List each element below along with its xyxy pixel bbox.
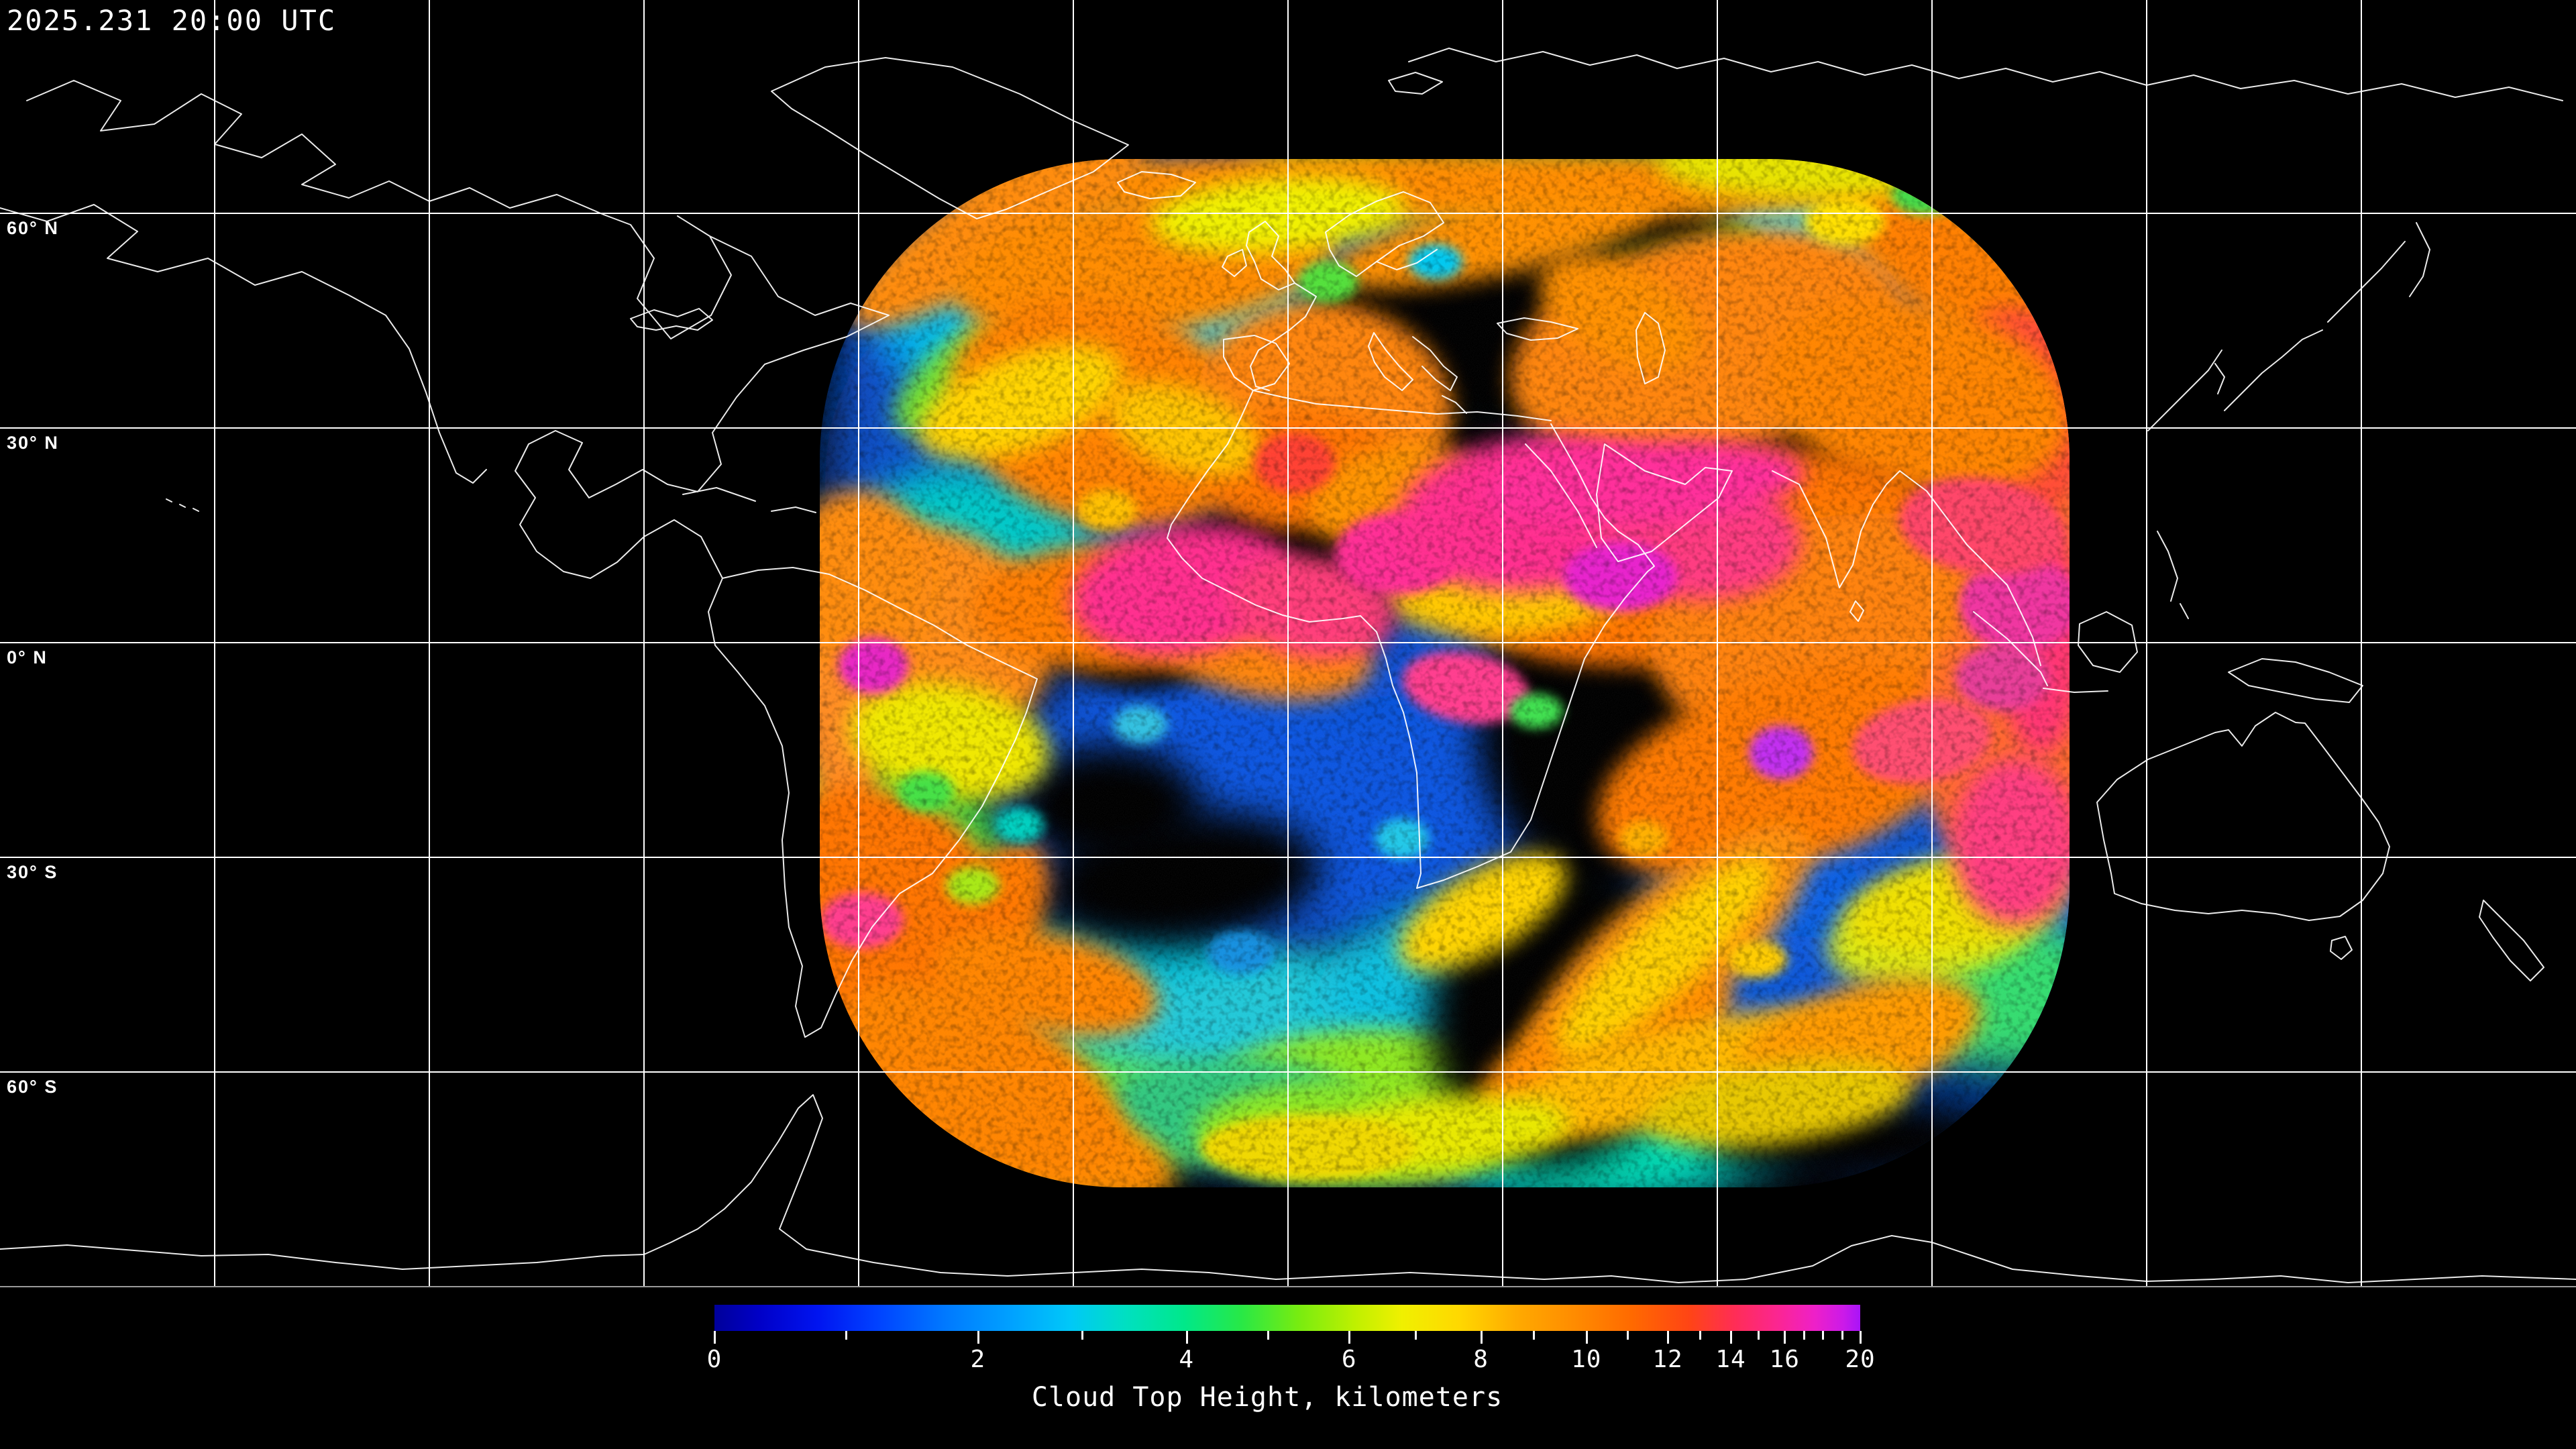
coastline-iceland (1117, 171, 1196, 199)
colorbar-minor-tick (1415, 1331, 1417, 1340)
coastline-north-africa-coast (1252, 390, 1552, 421)
colorbar-tick-label: 12 (1652, 1346, 1683, 1373)
colorbar-major-tick (977, 1331, 979, 1344)
coastline-alaska-west-coast (0, 204, 487, 484)
colorbar-minor-tick (1803, 1331, 1806, 1340)
colorbar-minor-tick (845, 1331, 848, 1340)
noise-grain-texture (820, 159, 2070, 1187)
coastline-southeast-asia (1899, 470, 2041, 666)
colorbar: 0 2 4 6 8 10 12 14 16 20 (707, 1305, 1875, 1373)
coastline-scandinavia (1325, 191, 1444, 277)
colorbar-minor-tick (1821, 1331, 1824, 1340)
coastline-australia (2096, 712, 2390, 921)
latitude-label: 60° N (7, 218, 59, 238)
coastlines (0, 48, 2576, 1283)
colorbar-minor-tick (1699, 1331, 1701, 1340)
coastline-sri-lanka (1849, 600, 1864, 622)
colorbar-tick-label: 0 (706, 1346, 722, 1373)
coastline-south-america (708, 567, 1038, 1038)
coastline-italy (1368, 332, 1413, 391)
coastline-greenland (771, 57, 1129, 219)
colorbar-tick-label: 10 (1571, 1346, 1602, 1373)
coastline-arctic-canada (26, 80, 470, 202)
colorbar-major-tick (1860, 1331, 1862, 1344)
colorbar-minor-tick (1081, 1331, 1084, 1340)
coastline-great-lakes (630, 308, 713, 331)
colorbar-major-tick (1667, 1331, 1670, 1344)
coastline-new-guinea (2228, 658, 2363, 703)
latitude-label: 0° N (7, 647, 48, 667)
coastline-india (1772, 470, 1900, 588)
colorbar-tick-label: 16 (1769, 1346, 1800, 1373)
coastline-baltic (1376, 249, 1438, 270)
coastline-philippines (2157, 531, 2189, 619)
latitude-label: 30° S (7, 862, 58, 882)
colorbar-tick-label: 2 (970, 1346, 986, 1373)
colorbar-major-tick (1784, 1331, 1786, 1344)
colorbar-minor-tick (1841, 1331, 1843, 1340)
coastline-kuriles (2327, 241, 2406, 323)
colorbar-minor-tick (1627, 1331, 1629, 1340)
colorbar-minor-tick (1533, 1331, 1536, 1340)
colorbar-tick-label: 14 (1715, 1346, 1746, 1373)
coastline-antarctica (0, 1094, 2576, 1283)
colorbar-major-tick (1480, 1331, 1483, 1344)
coastline-tasmania (2330, 936, 2353, 960)
colorbar-major-tick (1585, 1331, 1588, 1344)
coastline-caspian-sea (1635, 312, 1666, 384)
coastline-black-sea (1497, 317, 1578, 341)
colorbar-tick-label: 4 (1179, 1346, 1195, 1373)
coastline-africa (1167, 390, 1655, 889)
latitude-label: 60° S (7, 1077, 58, 1097)
colorbar-minor-tick (1267, 1331, 1269, 1340)
coastline-ireland (1222, 249, 1247, 277)
coastline-hudson-bay-labrador (469, 187, 890, 339)
colorbar-tick-label: 20 (1845, 1346, 1876, 1373)
colorbar-major-tick (714, 1331, 716, 1344)
coastline-china-korea (2147, 350, 2225, 431)
coastline-iberia (1223, 335, 1290, 391)
coastline-svalbard (1388, 72, 1443, 95)
colorbar-major-tick (1348, 1331, 1351, 1344)
colorbar-gradient (714, 1305, 1860, 1331)
latitude-label: 30° N (7, 433, 59, 453)
coastline-arabia (1596, 443, 1733, 562)
coastline-hawaii-dots (166, 498, 199, 512)
colorbar-major-tick (1185, 1331, 1188, 1344)
coastline-cuba-antilles (682, 487, 816, 513)
coastline-kamchatka (2409, 222, 2430, 297)
coastline-siberia-arctic-coast (1408, 48, 2563, 101)
coastline-japan (2224, 329, 2323, 411)
coastline-red-sea (1525, 443, 1597, 548)
colorbar-minor-tick (1757, 1331, 1760, 1340)
coastline-sumatra-java (1973, 611, 2108, 693)
coastline-new-zealand (2479, 900, 2544, 981)
colorbar-major-tick (1729, 1331, 1732, 1344)
colorbar-caption: Cloud Top Height, kilometers (1031, 1382, 1503, 1413)
timestamp: 2025.231 20:00 UTC (7, 4, 337, 37)
graticule (0, 0, 2576, 1287)
coastline-central-america (590, 519, 723, 579)
coastline-balkans-greece (1412, 336, 1467, 414)
coastline-us-east-gulf (515, 315, 890, 579)
colorbar-tick-label: 8 (1473, 1346, 1489, 1373)
colorbar-tick-label: 6 (1341, 1346, 1357, 1373)
coastline-west-europe (1250, 282, 1317, 391)
coastline-borneo (2078, 611, 2138, 673)
